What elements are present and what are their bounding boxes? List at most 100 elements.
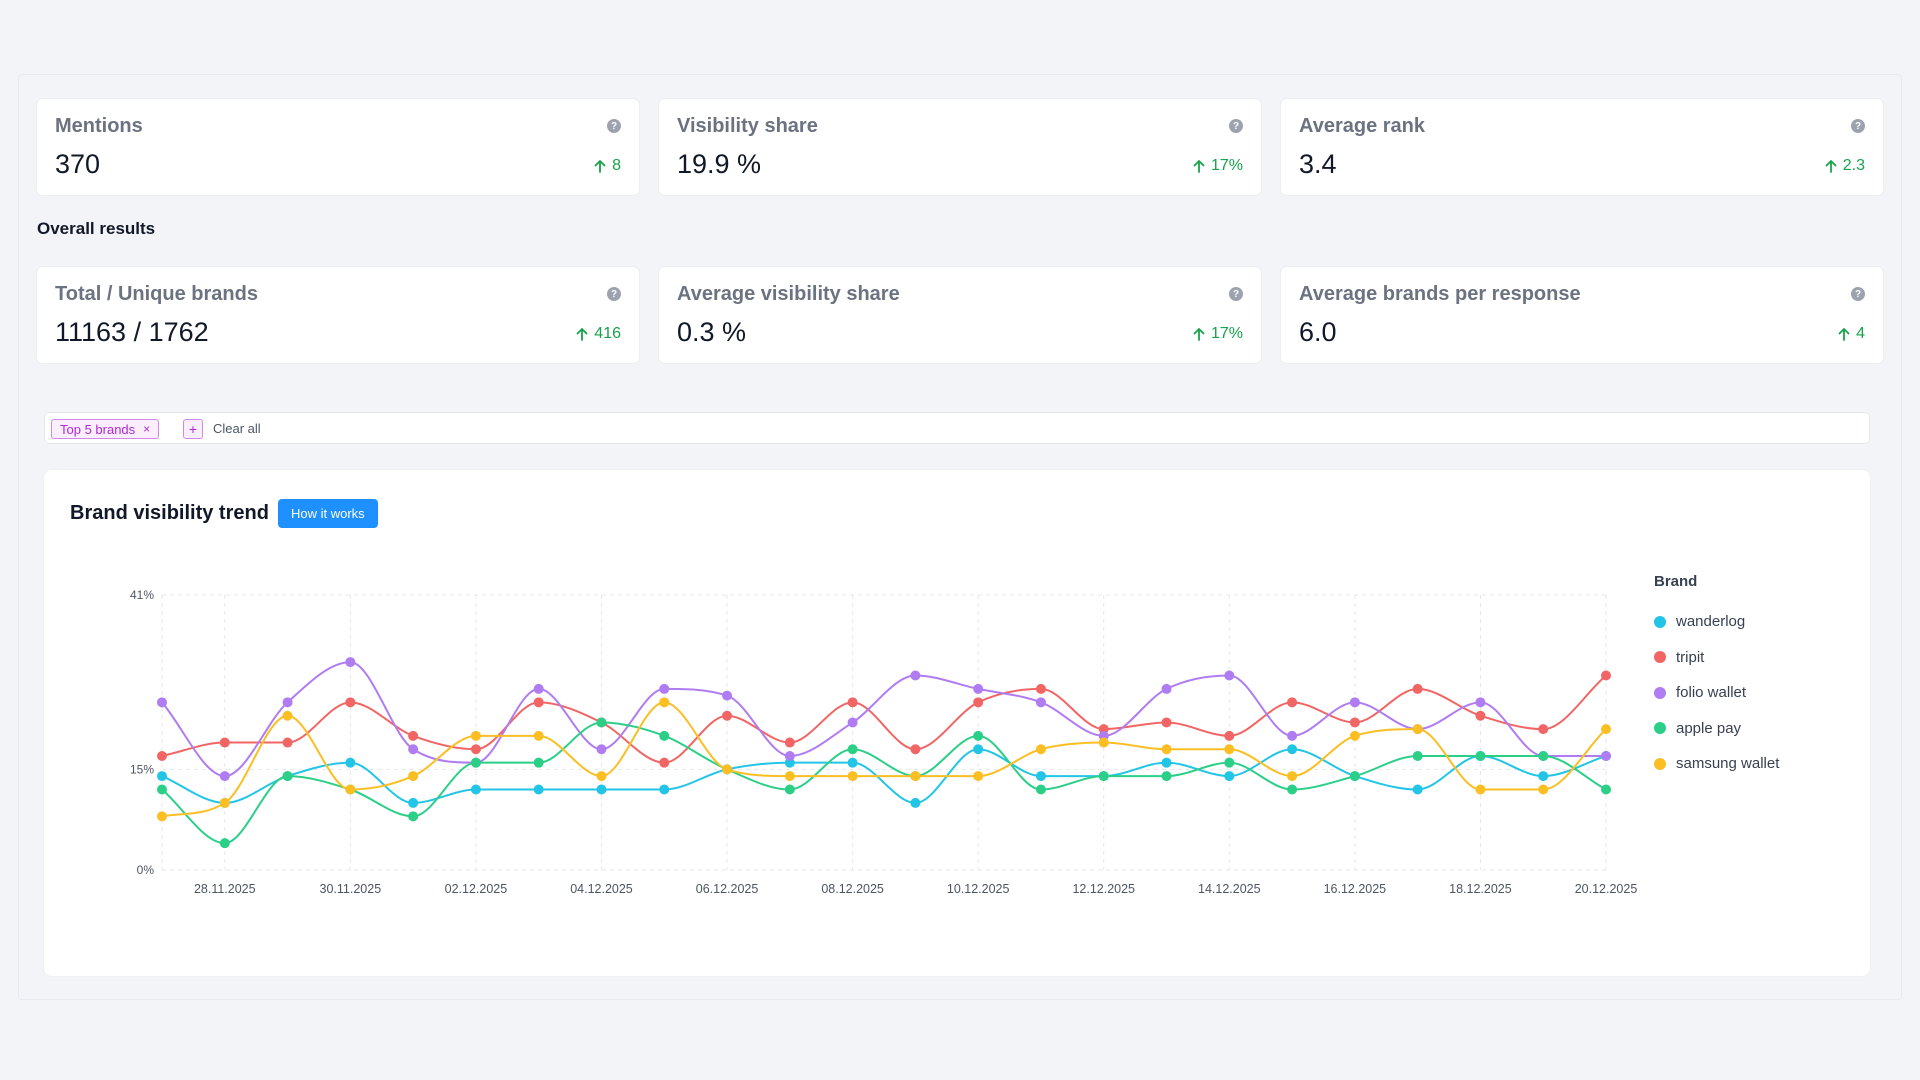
data-point-folio-wallet — [596, 744, 607, 755]
data-point-folio-wallet — [973, 683, 984, 694]
data-point-tripit — [219, 737, 230, 748]
add-filter-button[interactable]: + — [183, 419, 203, 439]
legend-title: Brand — [1654, 573, 1698, 590]
legend-dot-icon — [1654, 722, 1666, 735]
arrow-up-icon — [1193, 160, 1205, 173]
series-line-folio-wallet — [161, 661, 1606, 778]
legend-item-samsung-wallet[interactable]: samsung wallet — [1654, 746, 1779, 782]
data-point-apple-pay — [1412, 750, 1423, 761]
help-icon[interactable]: ? — [1851, 287, 1865, 301]
data-point-wanderlog — [1287, 744, 1298, 755]
kpi-delta-value: 17% — [1210, 325, 1243, 342]
filter-chip-top-5-brands[interactable]: Top 5 brands × — [51, 419, 160, 439]
kpi-value: 19.9 % — [677, 149, 762, 179]
legend-dot-icon — [1654, 686, 1666, 699]
data-point-tripit — [1161, 717, 1172, 728]
kpi-delta: 17% — [1193, 157, 1243, 175]
data-point-samsung-wallet — [470, 730, 481, 741]
x-tick-label: 20.12.2025 — [1575, 882, 1638, 896]
x-tick-label: 06.12.2025 — [696, 882, 759, 896]
x-tick-label: 02.12.2025 — [445, 882, 508, 896]
data-point-samsung-wallet — [784, 771, 795, 782]
kpi-label: Total / Unique brands — [55, 283, 258, 305]
data-point-apple-pay — [1224, 757, 1235, 768]
legend-item-tripit[interactable]: tripit — [1654, 640, 1779, 676]
data-point-apple-pay — [157, 784, 167, 795]
close-icon[interactable]: × — [143, 422, 151, 436]
x-tick-label: 28.11.2025 — [194, 882, 256, 896]
data-point-apple-pay — [533, 757, 544, 768]
data-point-folio-wallet — [1161, 683, 1172, 694]
legend-item-wanderlog[interactable]: wanderlog — [1654, 604, 1779, 640]
kpi-value: 11163 / 1762 — [55, 317, 209, 347]
data-point-apple-pay — [1098, 771, 1109, 782]
how-it-works-button[interactable]: How it works — [278, 499, 378, 528]
legend-label: tripit — [1676, 648, 1705, 666]
data-point-tripit — [1475, 710, 1486, 721]
chart-card: Brand visibility trend How it works 0% 15… — [44, 470, 1870, 976]
data-point-tripit — [1287, 697, 1298, 708]
data-point-tripit — [157, 750, 167, 761]
data-point-samsung-wallet — [533, 730, 544, 741]
data-point-tripit — [282, 737, 293, 748]
data-point-samsung-wallet — [1035, 744, 1046, 755]
arrow-up-icon — [576, 328, 588, 341]
data-point-wanderlog — [533, 784, 544, 795]
data-point-wanderlog — [1035, 771, 1046, 782]
data-point-folio-wallet — [659, 683, 670, 694]
data-point-samsung-wallet — [408, 771, 419, 782]
legend-item-folio-wallet[interactable]: folio wallet — [1654, 675, 1779, 711]
series-line-wanderlog — [161, 748, 1607, 804]
kpi-delta: 17% — [1193, 325, 1243, 343]
data-point-wanderlog — [847, 757, 858, 768]
data-point-folio-wallet — [157, 697, 167, 708]
data-point-tripit — [1035, 683, 1046, 694]
kpi-delta-value: 17% — [1210, 157, 1243, 174]
data-point-tripit — [847, 697, 858, 708]
data-point-samsung-wallet — [282, 710, 293, 721]
data-point-apple-pay — [1475, 750, 1486, 761]
kpi-delta-value: 416 — [594, 325, 621, 342]
data-point-apple-pay — [784, 784, 795, 795]
data-point-folio-wallet — [1224, 670, 1235, 681]
kpi-label: Average visibility share — [677, 283, 900, 305]
data-point-apple-pay — [847, 744, 858, 755]
help-icon[interactable]: ? — [1229, 119, 1243, 133]
kpi-card-total-unique-brands: Total / Unique brands ? 11163 / 1762 416 — [37, 267, 639, 363]
legend-item-apple-pay[interactable]: apple pay — [1654, 711, 1779, 747]
kpi-label: Average rank — [1299, 115, 1425, 137]
help-icon[interactable]: ? — [607, 287, 621, 301]
data-point-folio-wallet — [408, 744, 419, 755]
data-point-wanderlog — [1538, 771, 1549, 782]
help-icon[interactable]: ? — [607, 119, 621, 133]
data-point-apple-pay — [1601, 784, 1611, 795]
kpi-delta: 416 — [576, 325, 621, 343]
data-point-folio-wallet — [847, 717, 858, 728]
section-title: Overall results — [37, 219, 156, 238]
kpi-card-average-visibility-share: Average visibility share ? 0.3 % 17% — [659, 267, 1261, 363]
data-point-tripit — [910, 744, 921, 755]
help-icon[interactable]: ? — [1229, 287, 1243, 301]
chart-title: Brand visibility trend — [70, 502, 269, 524]
y-tick-label: 15% — [130, 762, 154, 776]
data-point-wanderlog — [470, 784, 481, 795]
data-point-wanderlog — [345, 757, 356, 768]
data-point-samsung-wallet — [1287, 771, 1298, 782]
data-point-folio-wallet — [1287, 730, 1298, 741]
data-point-folio-wallet — [784, 750, 795, 761]
kpi-delta-value: 4 — [1856, 325, 1865, 342]
data-point-samsung-wallet — [345, 784, 356, 795]
data-point-tripit — [470, 744, 481, 755]
kpi-card-average-brands-per-response: Average brands per response ? 6.0 4 — [1281, 267, 1883, 363]
data-point-folio-wallet — [282, 697, 293, 708]
help-icon[interactable]: ? — [1851, 119, 1865, 133]
data-point-wanderlog — [910, 797, 921, 808]
data-point-samsung-wallet — [219, 797, 230, 808]
clear-all-button[interactable]: Clear all — [213, 421, 261, 436]
arrow-up-icon — [594, 160, 606, 173]
data-point-tripit — [1349, 717, 1360, 728]
data-point-samsung-wallet — [1475, 784, 1486, 795]
kpi-delta-value: 8 — [612, 157, 621, 174]
data-point-folio-wallet — [1035, 697, 1046, 708]
arrow-up-icon — [1825, 160, 1837, 173]
